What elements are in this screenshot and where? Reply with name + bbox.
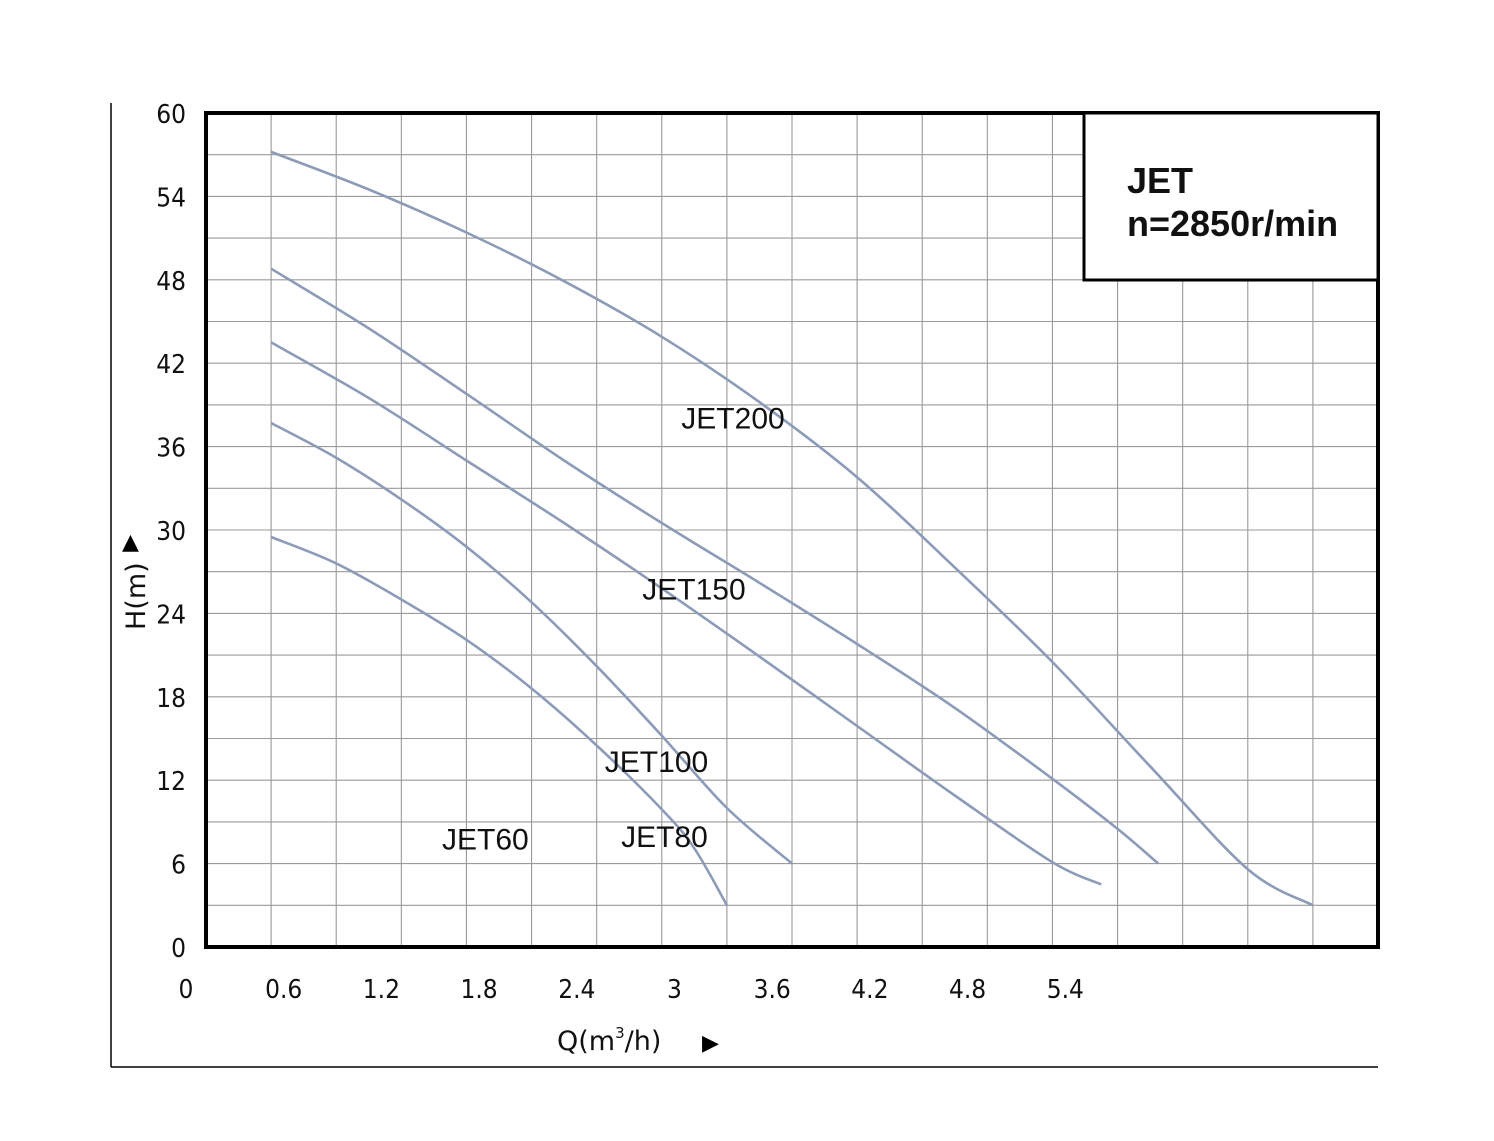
y-tick-label: 0 bbox=[171, 934, 186, 964]
x-axis-label-tail: /h) bbox=[625, 1026, 662, 1057]
series-label-jet80: JET80 bbox=[621, 821, 708, 854]
x-tick-label: 3.6 bbox=[754, 975, 791, 1005]
y-tick-label: 6 bbox=[171, 851, 186, 881]
info-box-speed: n=2850r/min bbox=[1127, 203, 1338, 244]
x-axis-arrow: ▶ bbox=[702, 1031, 719, 1056]
x-tick-label: 2.4 bbox=[558, 975, 595, 1005]
curve-jet100 bbox=[270, 341, 1102, 886]
info-box: JET n=2850r/min bbox=[1082, 111, 1380, 282]
y-tick-label: 54 bbox=[156, 183, 186, 213]
x-tick-label: 0 bbox=[179, 975, 194, 1005]
y-tick-label: 36 bbox=[156, 434, 186, 464]
y-tick-label: 30 bbox=[156, 517, 186, 547]
curve-jet200 bbox=[270, 150, 1314, 907]
x-axis-label: Q(m3/h) bbox=[557, 1024, 661, 1057]
x-axis-label-main: Q(m bbox=[557, 1026, 615, 1057]
x-tick-label: 0.6 bbox=[265, 975, 302, 1005]
y-axis-title: H(m) bbox=[121, 562, 152, 630]
x-tick-labels: 0 0.6 1.2 1.8 2.4 3 3.6 4.2 4.8 5.4 bbox=[179, 975, 1084, 1005]
curve-jet80 bbox=[270, 421, 793, 865]
performance-curves bbox=[270, 150, 1314, 907]
x-tick-label: 1.2 bbox=[363, 975, 400, 1005]
x-tick-label: 1.8 bbox=[461, 975, 498, 1005]
series-label-jet60: JET60 bbox=[442, 824, 529, 857]
series-label-jet100: JET100 bbox=[605, 746, 708, 779]
y-axis-arrow: ▲ bbox=[122, 530, 139, 555]
x-tick-label: 4.8 bbox=[949, 975, 986, 1005]
x-tick-label: 5.4 bbox=[1047, 975, 1084, 1005]
y-tick-label: 12 bbox=[156, 767, 186, 797]
y-tick-label: 42 bbox=[156, 350, 186, 380]
y-tick-labels: 0 6 12 18 24 30 36 42 48 54 60 bbox=[156, 100, 186, 964]
y-tick-label: 24 bbox=[156, 600, 186, 630]
curve-jet60 bbox=[270, 535, 729, 906]
x-tick-label: 3 bbox=[667, 975, 682, 1005]
y-tick-label: 60 bbox=[156, 100, 186, 130]
info-box-model: JET bbox=[1127, 160, 1193, 201]
y-axis-label: H(m) bbox=[121, 562, 152, 630]
y-tick-label: 18 bbox=[156, 684, 186, 714]
info-box-frame bbox=[1082, 111, 1380, 282]
series-label-jet150: JET150 bbox=[642, 574, 745, 607]
series-label-jet200: JET200 bbox=[681, 403, 784, 436]
plot-area-border bbox=[204, 111, 1380, 949]
y-tick-label: 48 bbox=[156, 267, 186, 297]
x-axis-label-sup: 3 bbox=[615, 1024, 625, 1042]
series-labels: JET60 JET80 JET100 JET150 JET200 bbox=[442, 403, 785, 857]
curve-jet150 bbox=[270, 267, 1160, 865]
x-tick-label: 4.2 bbox=[851, 975, 888, 1005]
